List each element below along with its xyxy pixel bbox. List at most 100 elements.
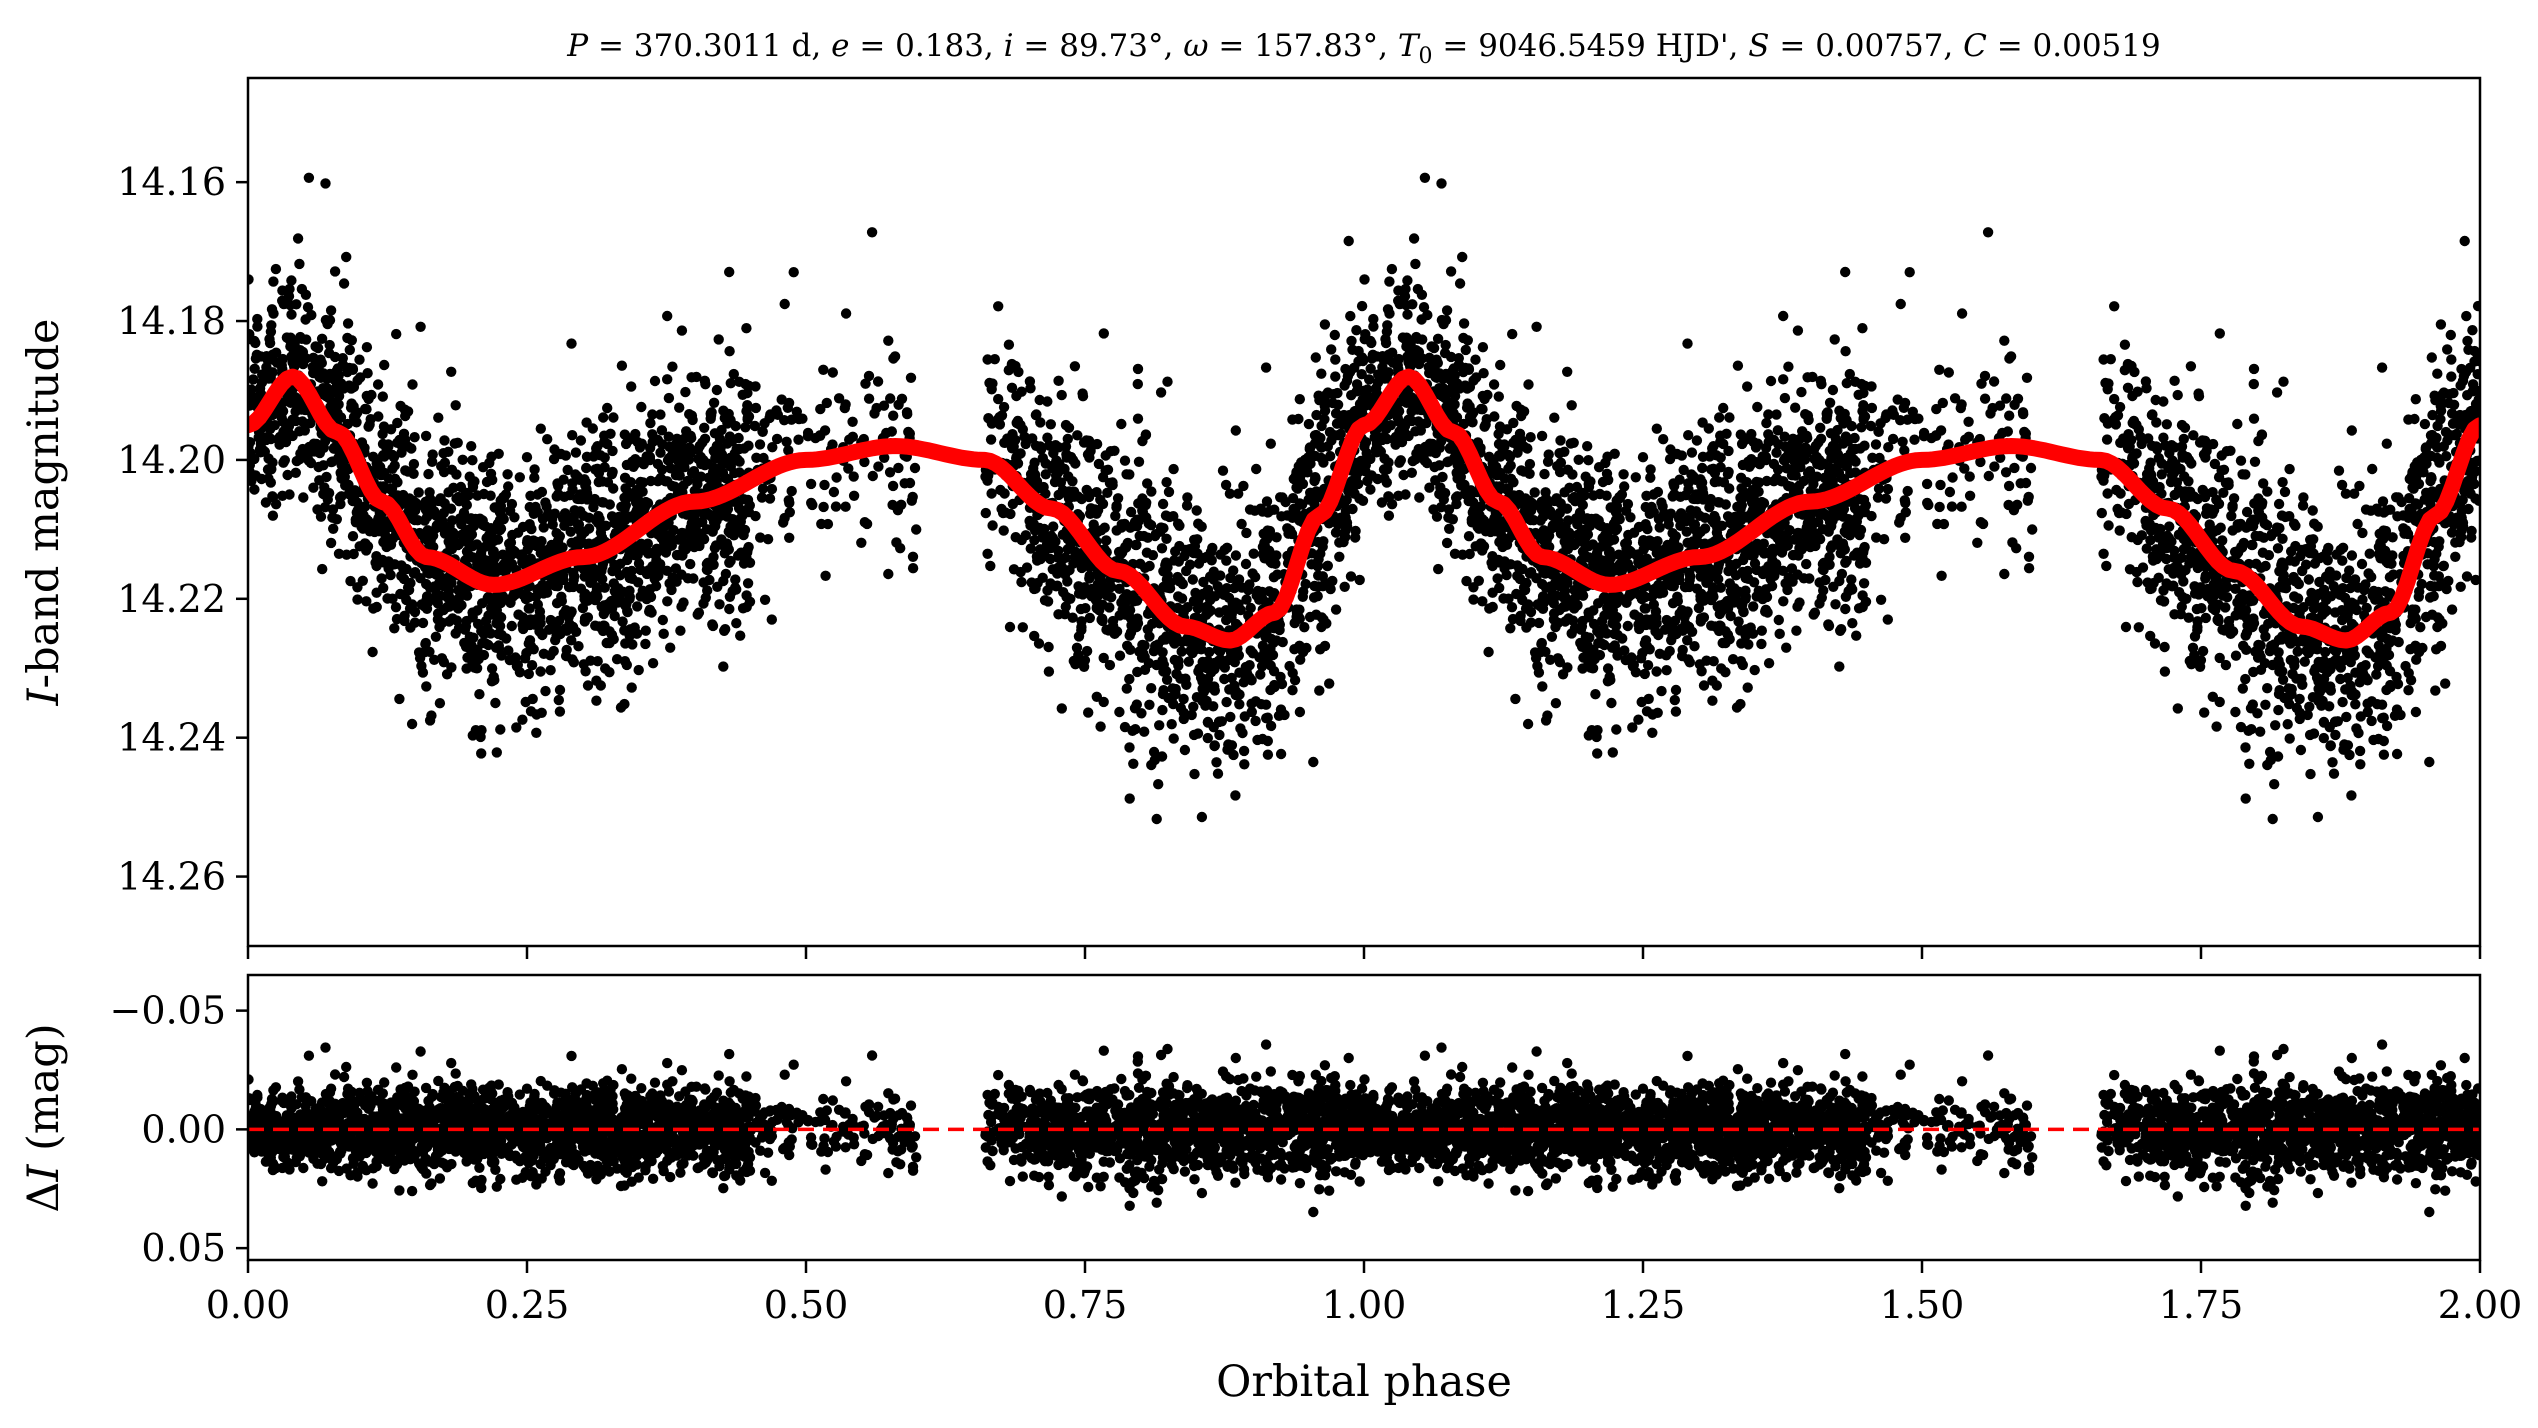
data-point (415, 321, 426, 332)
data-point (1161, 674, 1173, 685)
data-point (1473, 575, 1485, 586)
data-point (656, 425, 668, 436)
data-point (1428, 342, 1440, 354)
data-point (1185, 645, 1196, 656)
data-point (345, 575, 356, 587)
data-point (1772, 425, 1784, 436)
data-point (1142, 478, 1153, 489)
data-point (2135, 431, 2146, 442)
data-point (2305, 768, 2316, 780)
data-point (905, 372, 917, 383)
data-point (396, 447, 407, 458)
data-point (2277, 674, 2289, 685)
data-point (1015, 419, 1026, 431)
data-point (1368, 313, 1379, 325)
data-point (720, 568, 732, 580)
data-point (1208, 566, 1220, 577)
data-point (831, 472, 842, 483)
data-point (741, 323, 752, 334)
data-point (2302, 709, 2313, 721)
data-point (647, 409, 658, 420)
data-point (1778, 310, 1789, 322)
data-point (783, 397, 795, 409)
data-point (1711, 680, 1723, 691)
data-point (685, 558, 696, 570)
data-point (333, 548, 345, 559)
data-point (497, 549, 508, 560)
data-point (1174, 520, 1185, 531)
data-point (1596, 615, 1608, 627)
data-point (1531, 321, 1542, 332)
data-point (2240, 793, 2251, 804)
data-point (2289, 591, 2300, 602)
data-point (402, 466, 414, 477)
data-point (859, 517, 870, 528)
data-point (1644, 644, 1655, 655)
data-point (828, 486, 840, 498)
data-point (1206, 555, 1217, 566)
data-point (1282, 523, 1293, 534)
data-point (1160, 510, 1172, 521)
data-point (805, 478, 817, 490)
data-point (2007, 537, 2018, 548)
data-point (2373, 640, 2385, 651)
data-point (1418, 302, 1430, 313)
data-point (2197, 645, 2209, 657)
data-point (2248, 378, 2259, 390)
data-point (863, 370, 875, 382)
data-point (2446, 604, 2458, 615)
data-point (2292, 646, 2303, 657)
data-point (604, 667, 615, 678)
data-point (486, 663, 498, 674)
data-point (1147, 550, 1159, 561)
data-point (674, 402, 685, 413)
data-point (299, 425, 310, 436)
data-point (626, 381, 637, 392)
data-point (392, 476, 403, 488)
data-point (2383, 649, 2395, 661)
data-point (1449, 548, 1461, 559)
data-point (1520, 493, 1531, 504)
data-point (1714, 412, 1725, 423)
data-point (2192, 562, 2203, 574)
data-point (1463, 531, 1475, 542)
data-point (1830, 599, 1841, 610)
data-point (819, 479, 830, 491)
data-point (1189, 768, 1200, 780)
data-point (867, 470, 878, 482)
data-point (1261, 496, 1273, 507)
data-point (2214, 328, 2225, 339)
data-point (377, 428, 388, 440)
data-point (419, 532, 430, 544)
data-point (1512, 447, 1523, 458)
data-point (1239, 759, 1250, 770)
data-point (1056, 703, 1068, 714)
data-point (1866, 510, 1877, 522)
data-point (1542, 456, 1554, 467)
data-point (2324, 566, 2335, 577)
data-point (1314, 685, 1325, 696)
data-point (1532, 660, 1543, 672)
data-point (1611, 495, 1622, 506)
data-point (1584, 632, 1595, 643)
data-point (633, 664, 644, 676)
data-point (1257, 733, 1268, 745)
data-point (2450, 551, 2461, 562)
data-point (1250, 715, 1261, 727)
data-point (1525, 432, 1536, 443)
data-point (1191, 692, 1203, 703)
data-point (2330, 729, 2341, 741)
data-point (1169, 555, 1180, 566)
data-point (1078, 661, 1090, 672)
data-point (1182, 492, 1193, 503)
data-point (1053, 489, 1064, 501)
data-point (909, 462, 921, 474)
data-point (859, 456, 870, 468)
data-point (2262, 520, 2273, 531)
data-point (406, 718, 418, 730)
data-point (1988, 376, 2000, 387)
data-point (1611, 724, 1622, 735)
data-point (1858, 578, 1870, 589)
data-point (595, 680, 606, 691)
data-point (2227, 525, 2238, 536)
